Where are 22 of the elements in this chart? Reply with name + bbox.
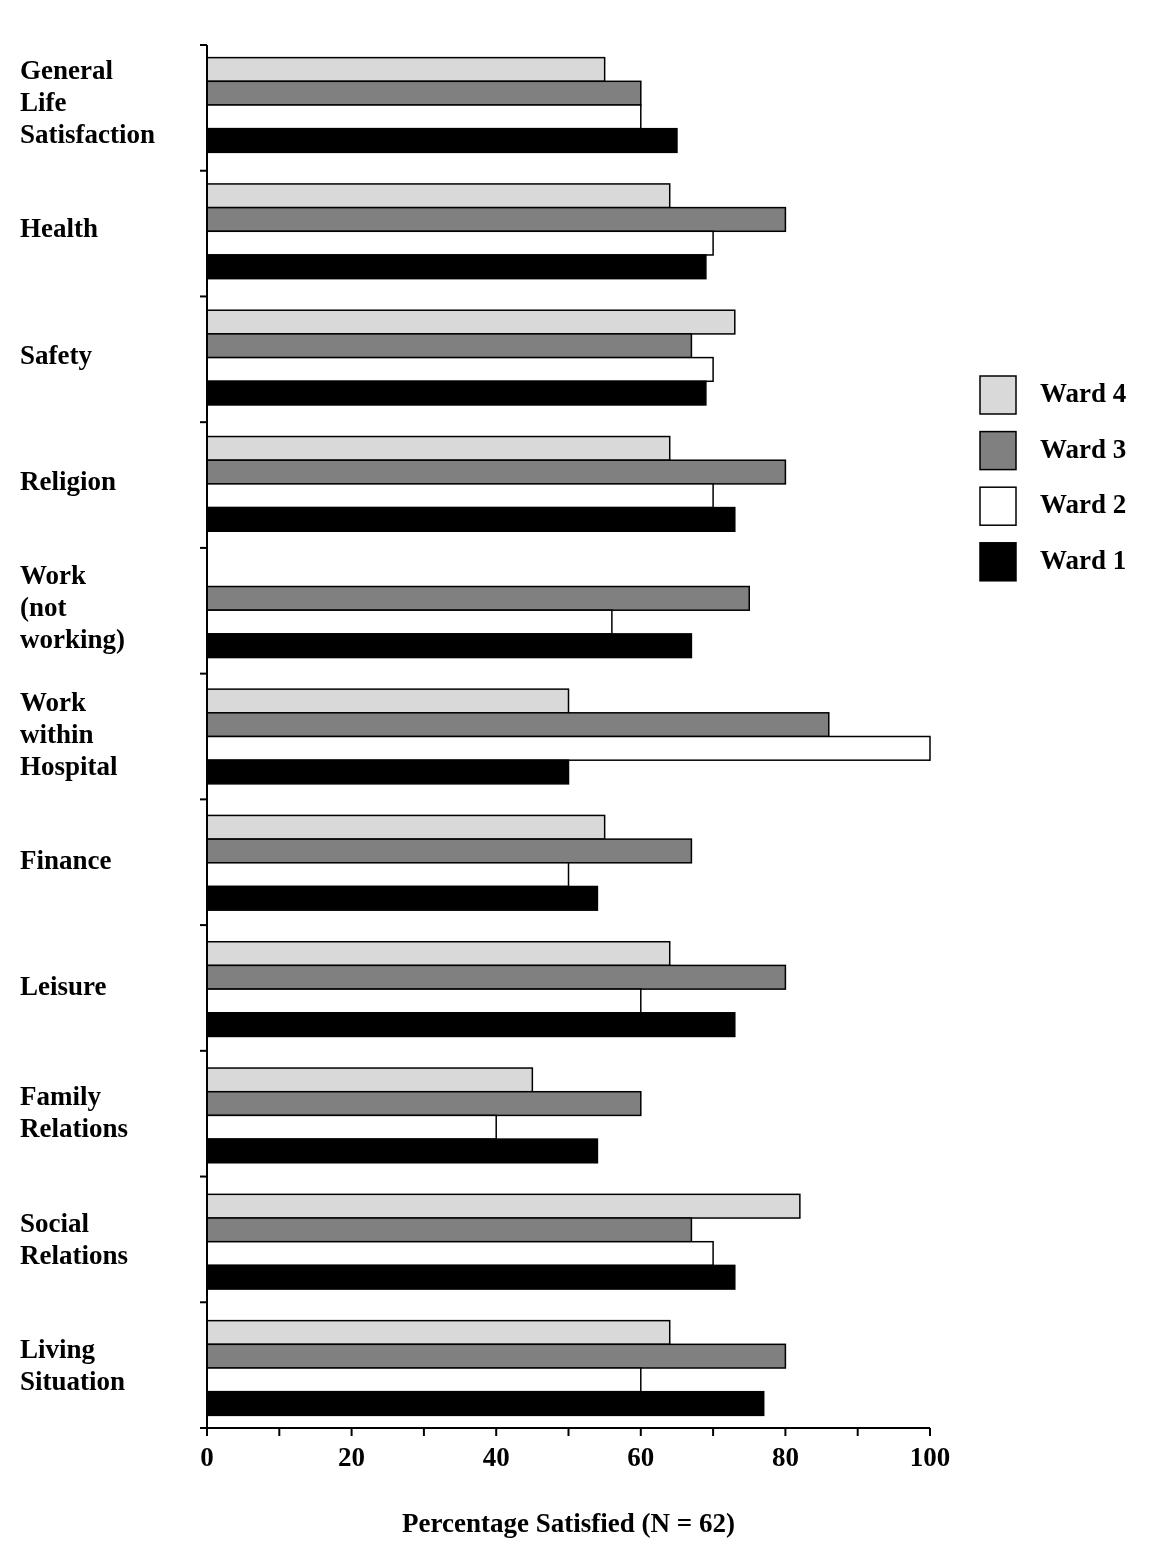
- y-tick-label: Safety: [20, 339, 93, 370]
- y-tick-label: Finance: [20, 845, 112, 875]
- y-tick-label: Living Situation: [20, 1334, 126, 1397]
- x-tick-label: 80: [771, 1442, 799, 1472]
- y-tick-label: Social Relations: [20, 1207, 128, 1270]
- x-axis-title: Percentage Satisfied (N = 62): [402, 1508, 735, 1538]
- y-tick-label: Leisure: [20, 971, 107, 1002]
- y-tick-label: Religion: [20, 466, 117, 497]
- legend-label: Ward 2: [1040, 489, 1127, 520]
- x-tick-label: 40: [482, 1442, 510, 1472]
- y-tick-label: Health: [20, 213, 98, 244]
- y-tick-label: General Life Satisfaction: [20, 55, 155, 150]
- x-tick-label: 100: [909, 1442, 951, 1472]
- x-tick-label: 60: [627, 1442, 655, 1472]
- legend-label: Ward 4: [1040, 378, 1127, 409]
- y-tick-label: Work (not working): [20, 560, 126, 655]
- y-tick-label: Work within Hospital: [20, 686, 119, 781]
- x-tick-label: 20: [338, 1442, 366, 1472]
- legend-label: Ward 1: [1040, 545, 1127, 575]
- y-tick-label: Family Relations: [20, 1081, 128, 1144]
- legend-label: Ward 3: [1040, 433, 1127, 464]
- x-tick-label: 0: [200, 1442, 214, 1472]
